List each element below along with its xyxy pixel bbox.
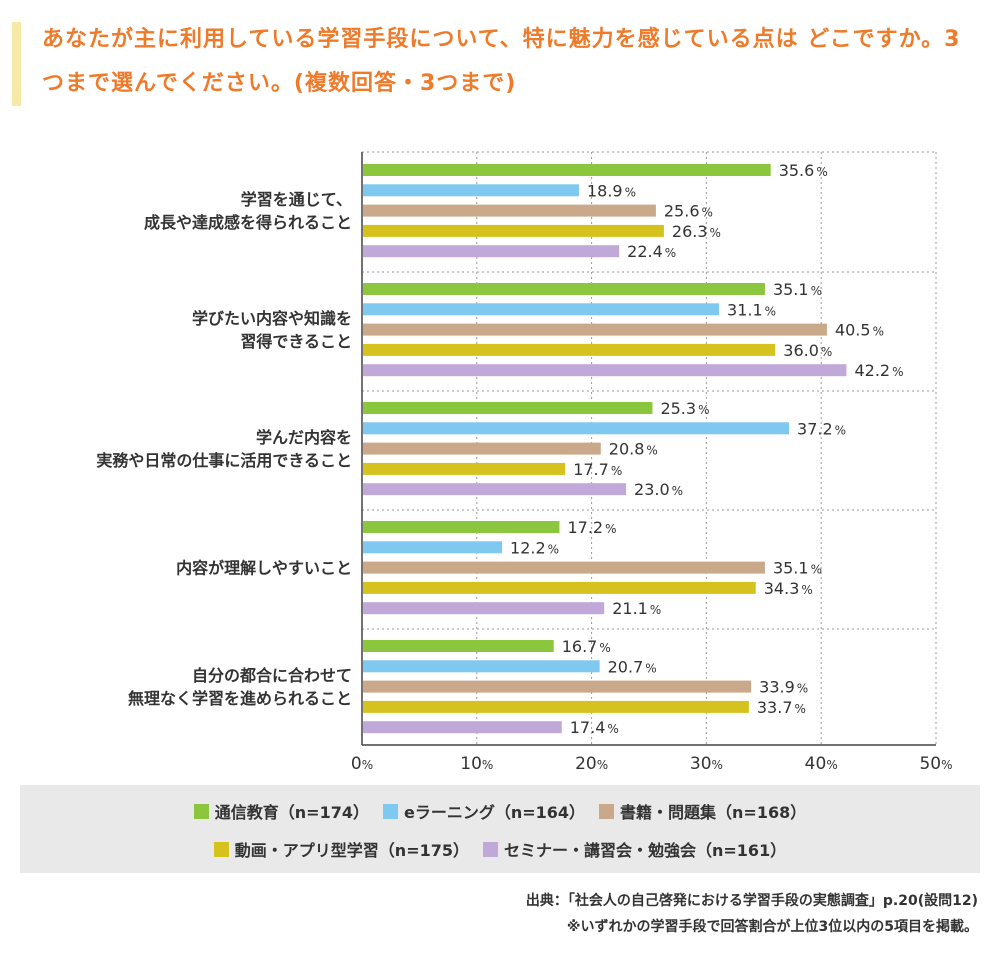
bar-value-label: 25.3% xyxy=(660,399,709,418)
bar xyxy=(363,680,752,693)
legend-swatch-elearning xyxy=(382,803,398,819)
bar-value-label: 21.1% xyxy=(612,599,661,618)
x-tick-label: 30% xyxy=(690,754,723,774)
bar xyxy=(363,323,827,336)
legend-item-seminar: セミナー・講習会・勉強会（n=161） xyxy=(483,837,786,861)
category-label: 学習を通じて、 xyxy=(241,190,352,209)
legend-row-2: 動画・アプリ型学習（n=175） セミナー・講習会・勉強会（n=161） xyxy=(20,837,980,861)
bar-value-label: 33.9% xyxy=(759,678,808,697)
bar-value-label: 37.2% xyxy=(797,419,846,438)
bar xyxy=(363,602,605,615)
bar-value-label: 35.1% xyxy=(773,280,822,299)
bar-value-label: 23.0% xyxy=(634,480,683,499)
legend: 通信教育（n=174） eラーニング（n=164） 書籍・問題集（n=168） … xyxy=(20,785,980,873)
source-citation: 出典：「社会人の自己啓発における学習手段の実態調査」p.20(設問12) xyxy=(525,893,978,909)
bar xyxy=(363,164,771,176)
bar-value-label: 40.5% xyxy=(835,321,884,340)
bar-value-label: 42.2% xyxy=(854,361,903,380)
bar xyxy=(363,700,749,713)
bar-value-label: 17.7% xyxy=(573,460,622,479)
bar xyxy=(363,581,756,594)
bar xyxy=(363,402,653,414)
bar xyxy=(363,245,620,258)
bar xyxy=(363,204,656,217)
bar xyxy=(363,283,765,295)
category-label: 学びたい内容や知識を xyxy=(192,309,352,328)
chart-title: あなたが主に利用している学習手段について、特に魅力を感じている点は どこですか。… xyxy=(42,27,961,96)
bar xyxy=(363,483,627,496)
bar xyxy=(363,224,664,237)
x-tick-label: 0% xyxy=(351,754,373,774)
source-note: 出典：「社会人の自己啓発における学習手段の実態調査」p.20(設問12) ※いず… xyxy=(526,888,978,940)
category-label: 自分の都合に合わせて xyxy=(192,666,352,685)
category-label: 実務や日常の仕事に活用できること xyxy=(96,451,352,470)
bar xyxy=(363,343,776,356)
bar xyxy=(363,721,562,734)
bar-value-label: 26.3% xyxy=(672,222,721,241)
legend-item-elearning: eラーニング（n=164） xyxy=(382,799,586,823)
legend-label-books: 書籍・問題集（n=168） xyxy=(620,803,807,822)
source-footnote: ※いずれかの学習手段で回答割合が上位3位以内の5項目を掲載。 xyxy=(566,919,978,935)
bar xyxy=(363,462,566,475)
legend-label-seminar: セミナー・講習会・勉強会（n=161） xyxy=(504,841,787,860)
bar-value-label: 18.9% xyxy=(587,181,636,200)
category-label: 習得できること xyxy=(240,332,352,351)
bar-value-label: 34.3% xyxy=(764,579,813,598)
title-accent-bar xyxy=(12,22,21,106)
bar-value-label: 20.7% xyxy=(608,657,657,676)
legend-swatch-seminar xyxy=(483,841,498,857)
x-tick-label: 20% xyxy=(575,754,608,774)
x-tick-label: 40% xyxy=(805,754,838,774)
bar xyxy=(363,184,579,197)
bar-value-label: 36.0% xyxy=(783,341,832,360)
legend-item-video-app: 動画・アプリ型学習（n=175） xyxy=(213,837,469,861)
bar-value-label: 17.2% xyxy=(567,518,616,537)
bar xyxy=(363,541,503,554)
bar-value-label: 12.2% xyxy=(510,538,559,557)
bar-value-label: 16.7% xyxy=(562,637,611,656)
bar xyxy=(363,561,765,574)
legend-item-correspondence: 通信教育（n=174） xyxy=(193,799,369,823)
legend-row-1: 通信教育（n=174） eラーニング（n=164） 書籍・問題集（n=168） xyxy=(20,799,980,823)
legend-swatch-correspondence xyxy=(193,803,209,819)
bar xyxy=(363,422,790,435)
bar xyxy=(363,303,720,316)
bar-value-label: 31.1% xyxy=(727,300,776,319)
bar xyxy=(363,640,554,652)
category-label: 学んだ内容を xyxy=(256,428,352,447)
legend-label-video-app: 動画・アプリ型学習（n=175） xyxy=(234,841,469,860)
x-tick-label: 50% xyxy=(919,754,952,774)
bar xyxy=(363,521,560,533)
category-label: 内容が理解しやすいこと xyxy=(176,559,352,578)
bar-value-label: 25.6% xyxy=(664,202,713,221)
bar xyxy=(363,442,601,455)
legend-label-elearning: eラーニング（n=164） xyxy=(403,803,586,822)
legend-item-books: 書籍・問題集（n=168） xyxy=(599,799,806,823)
category-label: 無理なく学習を進められること xyxy=(128,689,352,708)
legend-label-correspondence: 通信教育（n=174） xyxy=(214,803,369,822)
x-tick-label: 10% xyxy=(460,754,493,774)
bar-value-label: 20.8% xyxy=(609,440,658,459)
category-label: 成長や達成感を得られること xyxy=(144,213,352,232)
bar-value-label: 22.4% xyxy=(627,242,676,261)
bar-value-label: 33.7% xyxy=(757,698,806,717)
bar xyxy=(363,660,600,673)
legend-swatch-books xyxy=(599,803,615,819)
bar xyxy=(363,364,847,377)
bar-value-label: 35.1% xyxy=(773,559,822,578)
legend-swatch-video-app xyxy=(213,841,229,857)
bar-value-label: 35.6% xyxy=(779,161,828,180)
bar-value-label: 17.4% xyxy=(570,718,619,737)
